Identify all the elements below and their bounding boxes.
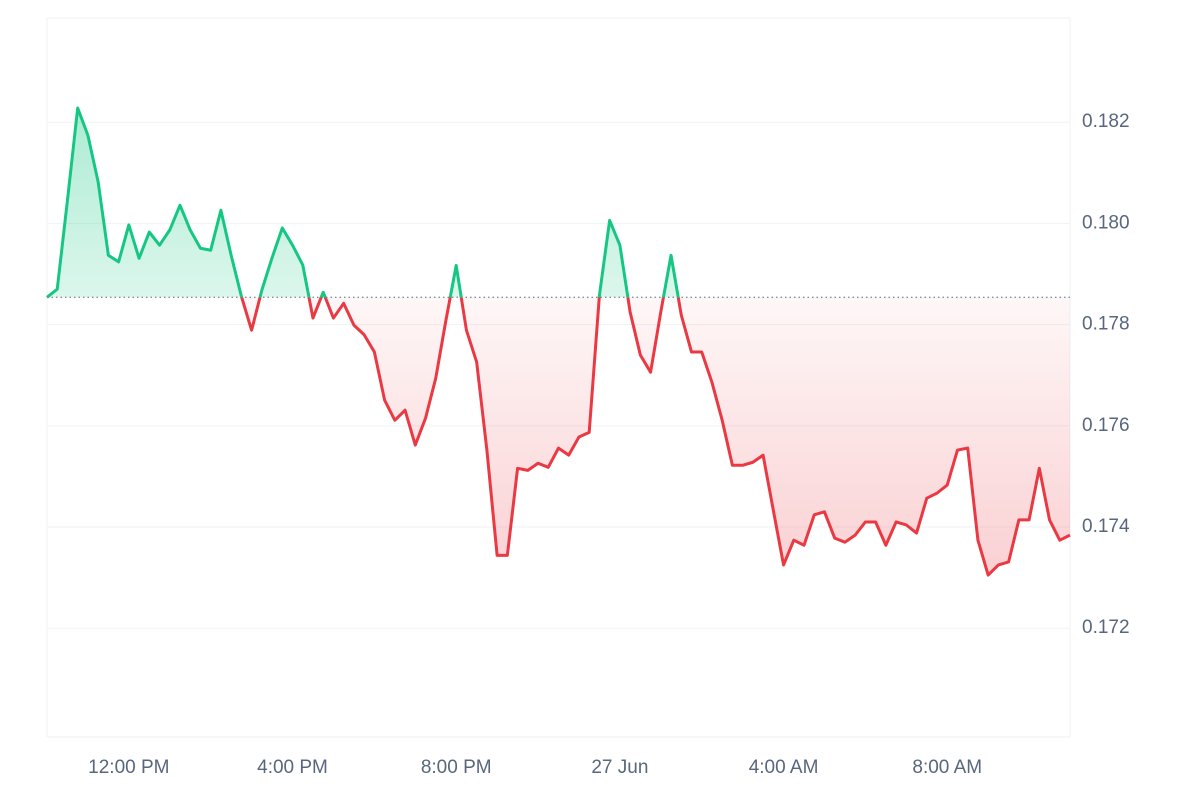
x-tick-label: 12:00 PM <box>88 757 169 778</box>
y-tick-label: 0.180 <box>1082 212 1130 233</box>
price-line <box>46 106 1071 577</box>
x-tick-label: 27 Jun <box>591 757 648 778</box>
x-tick-label: 4:00 PM <box>257 757 328 778</box>
y-tick-label: 0.178 <box>1082 314 1130 335</box>
area-fill <box>47 108 1070 576</box>
y-tick-label: 0.182 <box>1082 111 1130 132</box>
y-tick-label: 0.174 <box>1082 516 1130 537</box>
y-tick-label: 0.176 <box>1082 415 1130 436</box>
x-tick-label: 8:00 AM <box>912 757 982 778</box>
x-tick-label: 4:00 AM <box>749 757 819 778</box>
y-tick-label: 0.172 <box>1082 617 1130 638</box>
x-tick-label: 8:00 PM <box>421 757 492 778</box>
